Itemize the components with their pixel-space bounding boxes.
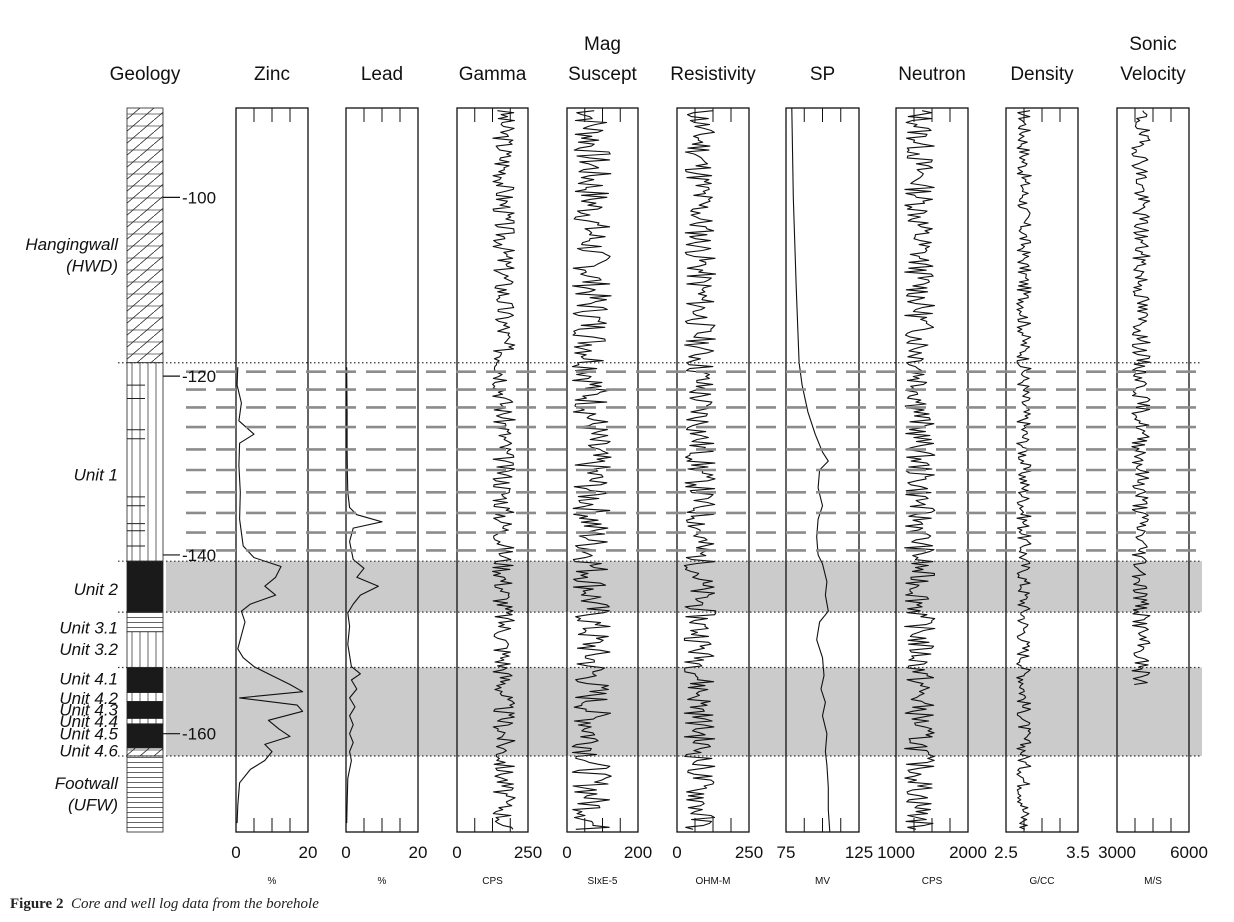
geology-interval-2	[126, 362, 164, 562]
geology-interval-5	[126, 631, 164, 668]
geology-interval-11	[126, 747, 164, 757]
sonic-velocity-axis-min-label: 3000	[1098, 843, 1136, 862]
neutron-header: Neutron	[898, 64, 966, 85]
shaded-zone-2	[166, 667, 1202, 757]
sp-header: SP	[810, 64, 835, 85]
gamma-series-line	[491, 110, 516, 830]
gamma-header: Gamma	[459, 64, 527, 85]
lead-axis-max-label: 20	[409, 843, 428, 862]
gamma-axis-max-label: 250	[514, 843, 542, 862]
geology-interval-6	[126, 667, 164, 693]
sp-series-line	[791, 107, 831, 833]
geology-interval-3	[126, 560, 164, 613]
neutron-unit-label: CPS	[922, 876, 943, 887]
geology-label-10: Unit 4.4	[59, 712, 118, 731]
zinc-axis-min-label: 0	[231, 843, 240, 862]
density-axis-min-label: 2.5	[994, 843, 1018, 862]
depth-label-3: -140	[182, 546, 216, 565]
geology-label-7: Unit 4.1	[59, 669, 118, 688]
lead-header: Lead	[361, 64, 403, 85]
lead-axis-min-label: 0	[341, 843, 350, 862]
sp-unit-label: MV	[815, 876, 830, 887]
density-unit-label: G/CC	[1030, 876, 1055, 887]
geology-label-5: Unit 3.1	[59, 618, 118, 637]
figure-caption: Figure 2 Core and well log data from the…	[10, 896, 319, 913]
geology-label-1: Hangingwall	[25, 235, 119, 254]
geology-interval-7	[126, 692, 164, 702]
neutron-axis-max-label: 2000	[949, 843, 987, 862]
resistivity-series-line	[683, 110, 717, 830]
lead-series-line	[346, 367, 383, 824]
density-axis-max-label: 3.5	[1066, 843, 1090, 862]
geology-interval-12	[126, 755, 164, 833]
shaded-zone-1	[166, 561, 1202, 613]
mag-suscept-axis-min-label: 0	[562, 843, 571, 862]
geology-label-14: (UFW)	[68, 795, 118, 814]
mag-suscept-header-line-1: Mag	[584, 34, 621, 55]
gamma-unit-label: CPS	[482, 876, 503, 887]
geology-label-3: Unit 1	[74, 465, 118, 484]
geology-interval-1	[126, 107, 164, 364]
sonic-velocity-header-line-1: Sonic	[1129, 34, 1177, 55]
depth-label-4: -160	[182, 725, 216, 744]
resistivity-axis-max-label: 250	[735, 843, 763, 862]
zinc-unit-label: %	[268, 876, 277, 887]
geology-interval-8	[126, 701, 164, 719]
sp-axis-min-label: 75	[777, 843, 796, 862]
zinc-header: Zinc	[254, 64, 290, 85]
geology-label-13: Footwall	[55, 774, 120, 793]
figure-caption-text: Core and well log data from the borehole	[70, 896, 319, 912]
sonic-velocity-header-line-2: Velocity	[1120, 64, 1186, 85]
sp-axis-max-label: 125	[845, 843, 873, 862]
resistivity-unit-label: OHM-M	[696, 876, 731, 887]
figure-caption-label: Figure 2	[10, 896, 64, 912]
geology-label-4: Unit 2	[74, 580, 119, 599]
geology-interval-4	[126, 611, 164, 633]
zinc-series-line	[236, 367, 304, 824]
sonic-velocity-unit-label: M/S	[1144, 876, 1162, 887]
depth-label-1: -100	[182, 188, 216, 207]
geology-label-12: Unit 4.6	[59, 742, 118, 761]
geology-label-9: Unit 4.3	[59, 701, 118, 720]
geology-label-6: Unit 3.2	[59, 640, 118, 659]
resistivity-axis-min-label: 0	[672, 843, 681, 862]
lead-unit-label: %	[378, 876, 387, 887]
zinc-axis-max-label: 20	[299, 843, 318, 862]
sonic-velocity-axis-max-label: 6000	[1170, 843, 1208, 862]
density-header: Density	[1010, 64, 1074, 85]
geology-header: Geology	[110, 64, 181, 85]
sonic-velocity-series-line	[1131, 110, 1151, 686]
depth-label-2: -120	[182, 367, 216, 386]
mag-suscept-axis-max-label: 200	[624, 843, 652, 862]
geology-interval-9	[126, 718, 164, 725]
geology-label-8: Unit 4.2	[59, 689, 118, 708]
mag-suscept-unit-label: SIxE-5	[587, 876, 617, 887]
neutron-axis-min-label: 1000	[877, 843, 915, 862]
gamma-axis-min-label: 0	[452, 843, 461, 862]
geology-label-11: Unit 4.5	[59, 725, 118, 744]
mag-suscept-header-line-2: Suscept	[568, 64, 637, 85]
resistivity-header: Resistivity	[670, 64, 756, 85]
geology-interval-10	[126, 723, 164, 749]
geology-label-2: (HWD)	[66, 256, 118, 275]
